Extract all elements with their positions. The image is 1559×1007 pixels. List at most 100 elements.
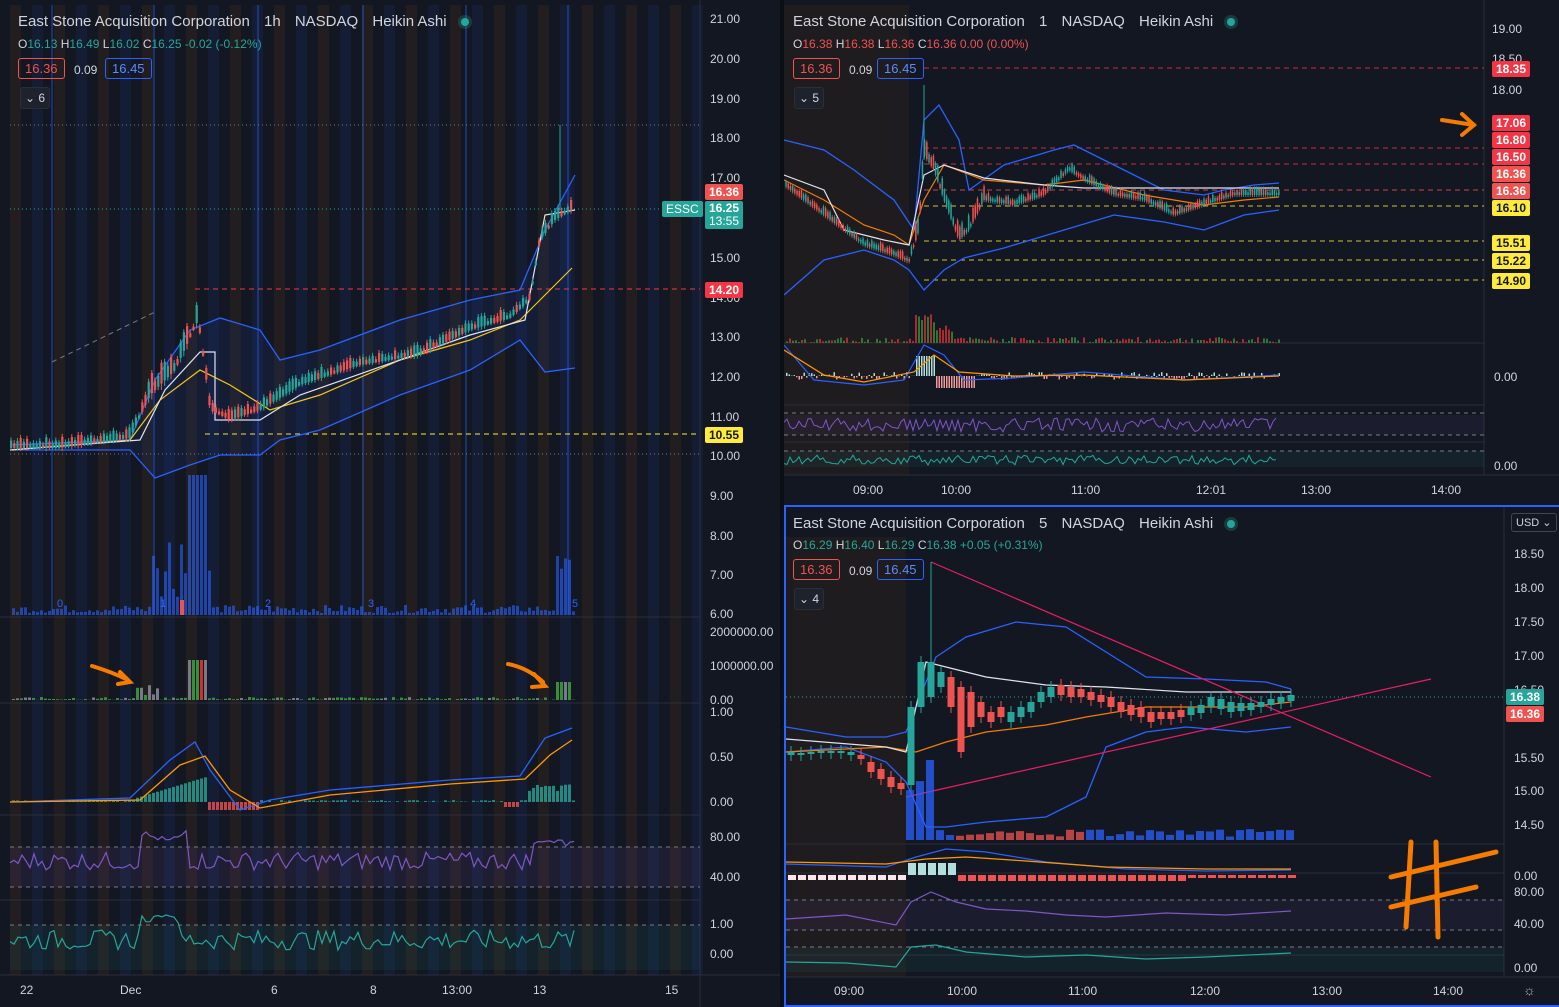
volume-bar (1152, 341, 1154, 343)
bid-price-box[interactable]: 16.36 (793, 58, 840, 79)
indicators-toggle[interactable]: ⌄ 6 (20, 87, 50, 109)
ask-price-box[interactable]: 16.45 (877, 559, 924, 580)
osc-hist (928, 356, 930, 376)
candle-body (22, 441, 25, 448)
interval-label[interactable]: 5 (1038, 515, 1048, 532)
osc-hist (871, 376, 873, 379)
rb-time-0900: 09:00 (834, 984, 865, 998)
candle-body (147, 381, 150, 399)
osc-hist (878, 376, 880, 379)
candle-body (952, 218, 954, 225)
bollinger-lower (784, 209, 1280, 296)
volume-bar-2 (96, 698, 99, 700)
volume-bar (1196, 831, 1204, 840)
session-number: 5 (572, 598, 579, 610)
settings-gear-icon[interactable]: ☼ (1523, 982, 1536, 998)
volume-bar (1053, 338, 1055, 343)
volume-bar-2 (416, 699, 419, 700)
candle-body (320, 366, 323, 378)
volume-bar (789, 338, 791, 343)
volume-bar (1176, 830, 1184, 840)
volume-bar-2 (492, 697, 495, 700)
volume-bar-2 (428, 697, 431, 700)
volume-bar (936, 330, 938, 343)
volume-bar-2 (532, 698, 535, 700)
right-top-chart-canvas[interactable] (784, 0, 1559, 503)
osc-hist (861, 376, 863, 379)
volume-bar (1212, 341, 1214, 343)
ask-price-box[interactable]: 16.45 (877, 58, 924, 79)
interval-label[interactable]: 1 (1038, 13, 1048, 30)
candle-body (1187, 707, 1195, 715)
candle-body (967, 692, 975, 727)
candle-body (179, 342, 182, 358)
candle-body (195, 305, 198, 324)
volume-bar-2 (188, 660, 191, 700)
bid-price-box[interactable]: 16.36 (793, 559, 840, 580)
candle-body (333, 370, 336, 374)
osc-hist (938, 863, 946, 875)
candle-body (10, 440, 13, 448)
volume-bar (1156, 831, 1164, 840)
candle-body (384, 356, 387, 361)
volume-bar (1107, 341, 1109, 343)
osc-hist (956, 376, 958, 388)
volume-bar (906, 790, 914, 840)
interval-label[interactable]: 1h (263, 13, 281, 30)
volume-bar-2 (276, 697, 279, 700)
candle-body (467, 323, 470, 331)
right-bottom-chart-pane[interactable]: East Stone Acquisition Corporation 5 NAS… (784, 505, 1559, 1007)
candle-body (1044, 189, 1047, 194)
osc-hist (528, 790, 531, 802)
volume-bar (524, 611, 527, 615)
osc-hist (1151, 376, 1153, 378)
osc-hist (1038, 875, 1046, 881)
candle-body (857, 238, 860, 241)
candle-body (106, 435, 109, 442)
volume-bar (220, 612, 223, 615)
osc-hist (488, 800, 491, 802)
candle-body (899, 251, 902, 258)
volume-bar (969, 337, 971, 343)
candle-body (570, 199, 573, 211)
candle-body (1005, 196, 1007, 204)
candle-body (1027, 702, 1035, 712)
volume-bar (1116, 339, 1118, 343)
candle-body (512, 309, 515, 315)
left-chart-canvas[interactable] (0, 0, 780, 1007)
volume-bar-2 (348, 697, 351, 700)
candle-body (1057, 685, 1065, 695)
indicators-toggle[interactable]: ⌄ 4 (794, 588, 824, 610)
candle-body (868, 244, 871, 247)
candle-body (13, 443, 16, 448)
volume-bar (1056, 836, 1064, 840)
pane-divider[interactable] (780, 0, 784, 1007)
volume-bar (1062, 339, 1064, 343)
currency-selector[interactable]: USD ⌄ (1511, 513, 1557, 532)
left-chart-pane[interactable]: East Stone Acquisition Corporation 1h NA… (0, 0, 780, 1007)
candle-body (205, 367, 208, 380)
volume-bar-2 (468, 699, 471, 700)
osc-hist (1073, 376, 1075, 380)
volume-bar-2 (136, 687, 139, 700)
ask-price-box[interactable]: 16.45 (105, 58, 152, 79)
osc-hist (1041, 372, 1043, 376)
volume-bar-2 (64, 699, 67, 700)
right-top-chart-pane[interactable]: East Stone Acquisition Corporation 1 NAS… (784, 0, 1559, 503)
session-shade (142, 5, 153, 975)
indicators-toggle[interactable]: ⌄ 5 (794, 87, 824, 109)
volume-bar (1230, 341, 1232, 343)
right-bottom-chart-canvas[interactable] (786, 507, 1559, 1005)
candle-body (840, 224, 842, 228)
osc-hist (1113, 376, 1115, 380)
volume-bar (1146, 830, 1154, 840)
volume-bar (921, 319, 923, 343)
volume-bar (972, 339, 974, 343)
bid-price-box[interactable]: 16.36 (18, 58, 65, 79)
rb-last-price-tag: 16.38 (1506, 689, 1545, 705)
session-shade (384, 5, 395, 975)
volume-bar (1158, 339, 1160, 343)
volume-bar (324, 605, 327, 615)
osc-hist (883, 372, 885, 376)
volume-bar (1038, 340, 1040, 343)
